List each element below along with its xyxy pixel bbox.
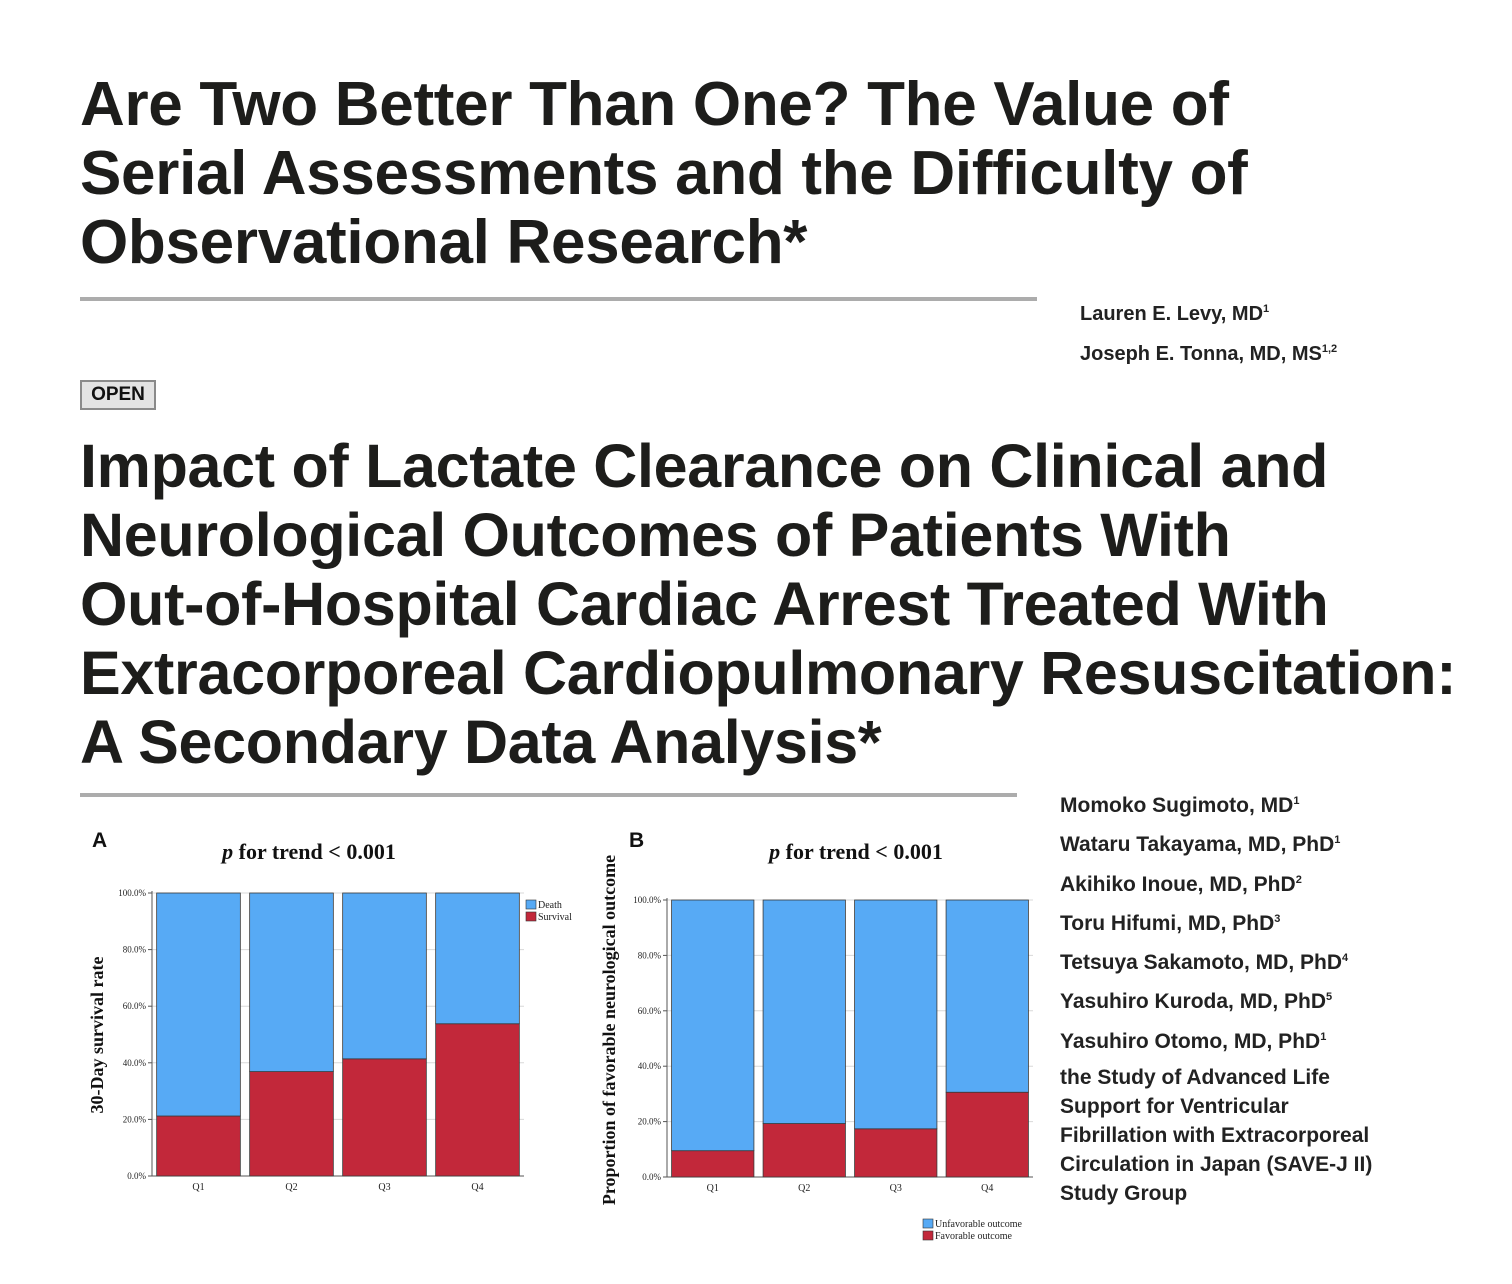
article-2-title-line: Neurological Outcomes of Patients With [80,501,1231,569]
open-access-badge: OPEN [80,380,156,410]
author: Lauren E. Levy, MD1 [1080,303,1270,325]
title-divider [80,297,1037,301]
x-tick-label: Q2 [798,1183,810,1194]
y-tick-label: 0.0% [127,1171,146,1181]
bar-unfavorable-outcome-q4 [945,899,1029,1093]
study-group-line: Fibrillation with Extracorporeal [1060,1124,1370,1148]
legend-label: Survival [538,912,572,923]
x-tick-label: Q1 [192,1182,204,1193]
article-2-authors: Momoko Sugimoto, MD1 Wataru Takayama, MD… [1060,786,1460,1208]
legend-label: Unfavorable outcome [935,1219,1022,1230]
study-group-line: the Study of Advanced Life [1060,1066,1330,1090]
legend-swatch [922,1218,934,1229]
bar-survival-q1 [156,1115,241,1177]
article-2-title: Impact of Lactate Clearance on Clinical … [80,432,1480,777]
author: Momoko Sugimoto, MD1 [1060,794,1300,817]
article-1-title-line: Serial Assessments and the Difficulty of [80,139,1248,208]
y-tick-label: 80.0% [638,950,662,960]
bar-survival-q3 [342,1058,427,1177]
bar-favorable-outcome-q1 [671,1150,755,1178]
y-axis-label: 30-Day survival rate [87,957,107,1114]
chart-title: p for trend < 0.001 [767,839,943,864]
y-tick-label: 60.0% [123,1001,147,1011]
y-tick-label: 0.0% [642,1172,661,1182]
x-tick-label: Q3 [378,1182,390,1193]
bar-favorable-outcome-q2 [762,1123,846,1178]
legend-label: Death [538,900,562,911]
chart-title: p for trend < 0.001 [220,839,396,864]
legend-swatch [922,1230,934,1241]
study-group-line: Study Group [1060,1182,1188,1206]
article-2-title-line: Out-of-Hospital Cardiac Arrest Treated W… [80,570,1329,638]
panel-letter: B [629,829,644,852]
legend-swatch [525,911,537,922]
author: Wataru Takayama, MD, PhD1 [1060,833,1341,857]
legend-swatch [525,899,537,910]
article-2-title-line: Impact of Lactate Clearance on Clinical … [80,432,1329,500]
panel-letter: A [92,829,107,852]
y-tick-label: 60.0% [638,1006,662,1016]
bar-unfavorable-outcome-q2 [762,899,846,1124]
author: Akihiko Inoue, MD, PhD2 [1060,872,1302,896]
article-2-title-line: Extracorporeal Cardiopulmonary Resuscita… [80,639,1457,707]
y-tick-label: 20.0% [123,1114,147,1124]
bar-survival-q4 [435,1023,520,1177]
author: Yasuhiro Otomo, MD, PhD1 [1060,1029,1327,1053]
study-group: the Study of Advanced Life Support for V… [1060,1063,1460,1208]
y-tick-label: 40.0% [638,1061,662,1071]
bar-favorable-outcome-q4 [945,1091,1029,1178]
bar-favorable-outcome-q3 [854,1128,938,1178]
study-group-line: Circulation in Japan (SAVE-J II) [1060,1153,1373,1177]
y-tick-label: 40.0% [123,1058,147,1068]
bar-survival-q2 [249,1071,334,1177]
bar-unfavorable-outcome-q3 [854,899,938,1130]
y-tick-label: 20.0% [638,1117,662,1127]
chart-title-italic-part: p [767,839,780,864]
y-tick-label: 100.0% [118,888,146,898]
bar-death-q3 [342,892,427,1060]
x-tick-label: Q2 [285,1182,297,1193]
bar-death-q1 [156,892,241,1117]
article-1-title: Are Two Better Than One? The Value of Se… [80,70,1280,277]
author: Yasuhiro Kuroda, MD, PhD5 [1060,990,1333,1014]
chart-title-italic-part: p [220,839,233,864]
article-1-title-line: Observational Research* [80,208,808,277]
x-tick-label: Q4 [471,1182,483,1193]
bar-death-q2 [249,892,334,1072]
y-tick-label: 100.0% [633,895,661,905]
x-tick-label: Q4 [981,1183,993,1194]
article-1-authors: Lauren E. Levy, MD1 Joseph E. Tonna, MD,… [1080,294,1337,374]
chart-title-rest: for trend < 0.001 [780,839,943,864]
author: Joseph E. Tonna, MD, MS1,2 [1080,343,1338,365]
chart-title-rest: for trend < 0.001 [233,839,396,864]
bar-unfavorable-outcome-q1 [671,899,755,1152]
author: Tetsuya Sakamoto, MD, PhD4 [1060,951,1349,975]
x-tick-label: Q3 [890,1183,902,1194]
study-group-line: Support for Ventricular [1060,1095,1289,1119]
y-tick-label: 80.0% [123,945,147,955]
x-tick-label: Q1 [707,1183,719,1194]
article-1-title-line: Are Two Better Than One? The Value of [80,70,1229,139]
title-divider [80,793,1017,797]
article-2-title-line: A Secondary Data Analysis* [80,708,882,776]
bar-death-q4 [435,892,520,1025]
legend-label: Favorable outcome [935,1231,1012,1242]
author: Toru Hifumi, MD, PhD3 [1060,911,1281,935]
y-axis-label: Proportion of favorable neurological out… [599,855,619,1205]
